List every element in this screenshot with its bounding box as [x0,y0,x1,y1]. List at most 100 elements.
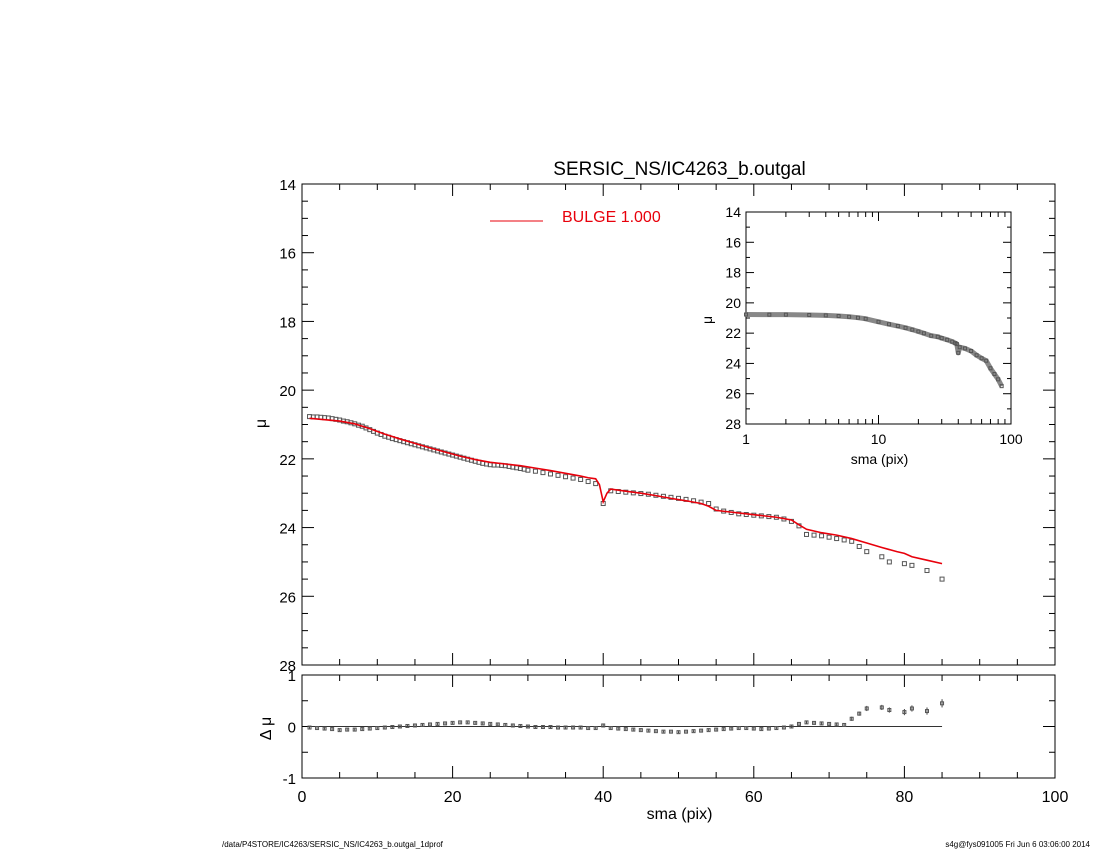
residual-point [781,725,786,730]
data-point [525,467,531,473]
data-point [819,533,825,539]
inset-y-tick-label: 24 [725,355,741,371]
inset-data-point [992,372,997,377]
inset-data-point [921,331,926,336]
data-point [826,534,832,540]
inset-data-point [988,366,993,371]
inset-y-tick-label: 22 [725,325,741,341]
footer-file-path: /data/P4STORE/IC4263/SERSIC_NS/IC4263_b.… [222,840,443,849]
data-point [563,474,569,480]
residual-x-tick-label: 20 [444,789,462,806]
inset-x-tick-label: 1 [742,431,750,447]
inset-data-point [744,312,748,317]
main-y-tick-label: 18 [279,314,296,331]
residual-point [902,710,907,715]
residual-point [337,728,342,733]
residual-point [578,725,583,730]
residual-point [563,725,568,730]
residual-point [488,721,493,726]
residual-x-tick-label: 80 [896,789,914,806]
inset-y-tick-label: 26 [725,386,741,402]
inset-y-tick-label: 20 [725,295,741,311]
data-point [570,475,576,481]
main-y-tick-label: 20 [279,383,296,400]
residual-point [495,722,500,727]
residual-point [699,728,704,733]
inset-x-tick-label: 10 [871,431,887,447]
residual-y-tick-label: -1 [283,771,296,788]
residual-point [774,726,779,731]
data-point [901,561,907,567]
data-point [834,536,840,542]
residual-point [661,729,666,734]
inset-data-point [984,358,989,363]
residual-point [653,729,658,734]
inset-data-point [969,349,974,354]
inset-data-point [929,333,934,338]
residual-point [834,722,839,727]
inset-data-point [935,334,940,339]
residual-point [435,721,440,726]
residual-point [887,708,892,713]
data-point [804,531,810,537]
data-point [849,538,855,544]
residual-point [375,726,380,731]
inset-x-axis-label: sma (pix) [851,451,909,467]
residual-point [759,727,764,732]
residual-y-axis-label: Δ μ [258,717,275,740]
residual-point [849,716,854,721]
residual-point [548,725,553,730]
residual-point [367,726,372,731]
residual-point [390,725,395,730]
residual-point [796,721,801,726]
residual-point [623,727,628,732]
chart-title: SERSIC_NS/IC4263_b.outgal [553,159,805,180]
inset-x-tick-label: 100 [999,431,1023,447]
inset-data-point [895,324,900,329]
residual-point [736,726,741,731]
residual-point [616,726,621,731]
inset-y-tick-label: 18 [725,265,741,281]
main-y-tick-label: 16 [279,246,296,263]
inset-data-point [847,314,852,319]
data-point [886,559,892,565]
inset-data-point [979,356,984,361]
residual-point [465,720,470,725]
residual-point [345,727,350,732]
main-y-tick-label: 26 [279,589,296,606]
inset-y-axis-label: μ [699,316,715,324]
residual-point [864,706,869,711]
residual-point [608,726,613,731]
data-point [593,481,599,487]
inset-y-tick-label: 28 [725,416,741,432]
residual-point [450,720,455,725]
main-y-tick-label: 24 [279,521,296,538]
inset-data-point [886,322,891,327]
inset-data-point [767,312,772,317]
inset-data-point [956,350,961,355]
residual-y-tick-label: 1 [288,668,296,685]
residual-point [473,720,478,725]
residual-point [330,727,335,732]
residual-point [480,721,485,726]
data-point [585,479,591,485]
residual-point [714,727,719,732]
main-y-tick-label: 28 [279,658,296,675]
data-point [924,568,930,574]
residual-point [533,725,538,730]
inset-background [745,211,1012,425]
inset-data-point [807,312,812,317]
footer-timestamp: s4g@fys091005 Fri Jun 6 03:06:00 2014 [945,840,1090,849]
residual-point [518,723,523,728]
data-point [909,562,915,568]
residual-point [766,726,771,731]
residual-x-tick-label: 40 [594,789,612,806]
data-point [879,554,885,560]
main-y-tick-label: 14 [279,177,296,194]
inset-y-tick-label: 14 [725,204,741,220]
residual-point [827,721,832,726]
inset-data-point [954,342,959,347]
residual-point [940,701,945,706]
